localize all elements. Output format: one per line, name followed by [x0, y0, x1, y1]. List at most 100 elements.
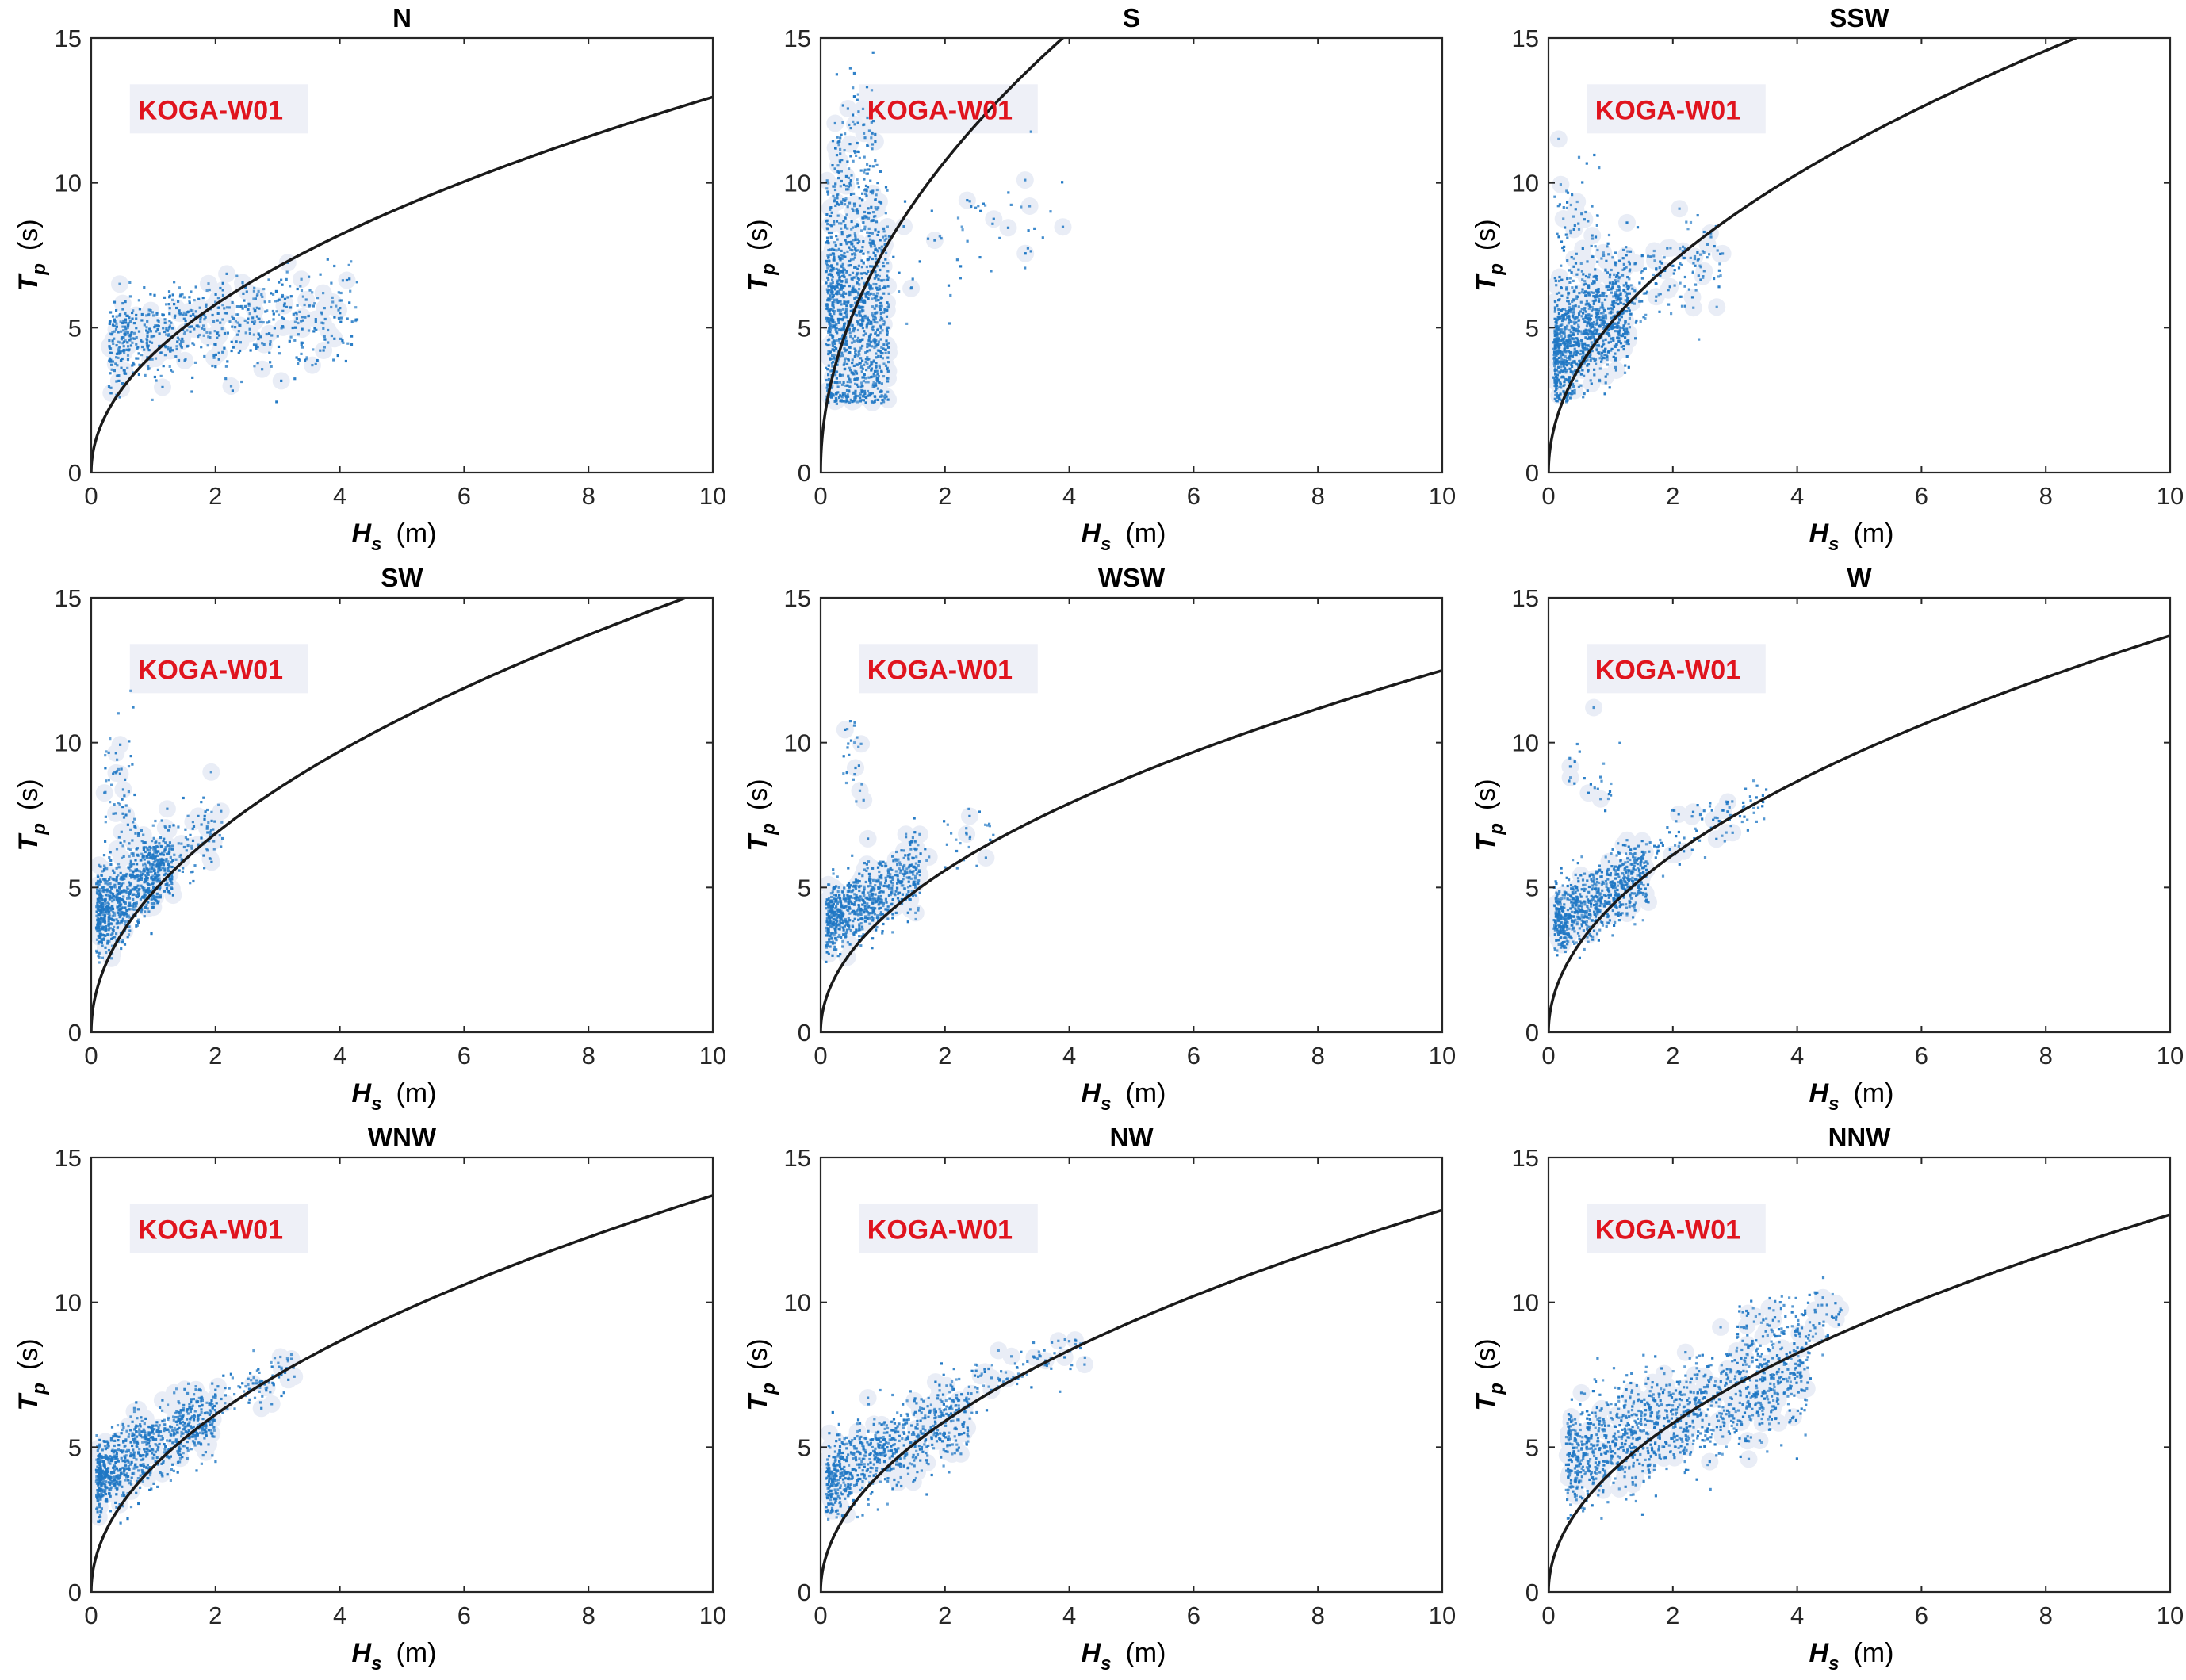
data-point [231, 389, 234, 392]
data-point [1564, 358, 1567, 362]
data-point [1558, 275, 1561, 279]
data-point [164, 346, 167, 349]
data-point [98, 901, 102, 905]
data-point [837, 339, 840, 342]
data-point [871, 147, 874, 151]
data-point [844, 226, 847, 229]
data-point [832, 356, 835, 359]
data-point [863, 225, 867, 228]
data-point [254, 297, 257, 300]
data-point [1571, 354, 1574, 358]
data-point [848, 285, 852, 288]
data-point [155, 892, 159, 895]
data-point [169, 844, 172, 848]
data-point [120, 338, 123, 341]
data-point [136, 863, 139, 866]
data-point [854, 382, 857, 385]
data-point [1568, 358, 1572, 361]
data-point [871, 211, 875, 214]
x-tick-label: 4 [1790, 482, 1804, 510]
data-point [833, 256, 836, 260]
data-point [860, 277, 863, 280]
data-point [868, 256, 871, 259]
data-point [1717, 285, 1721, 289]
data-point [142, 846, 145, 849]
data-point [1567, 334, 1571, 337]
data-point [1607, 307, 1610, 310]
data-point [1573, 316, 1576, 320]
data-point [106, 894, 109, 897]
data-point [874, 343, 877, 346]
data-point [1659, 274, 1662, 277]
data-point [274, 289, 278, 293]
data-point [1626, 288, 1629, 291]
data-point [853, 150, 856, 153]
data-point [1578, 292, 1581, 295]
data-point [1033, 227, 1036, 230]
data-point [1585, 347, 1588, 350]
data-point [1595, 312, 1598, 315]
data-point [289, 285, 292, 288]
data-point [123, 901, 126, 904]
data-point [873, 244, 876, 247]
data-point [1573, 392, 1576, 395]
data-point [1590, 335, 1593, 339]
data-point [856, 394, 859, 398]
data-point [1686, 228, 1690, 231]
data-point [1577, 155, 1581, 159]
data-point [140, 911, 143, 914]
data-point [201, 297, 205, 300]
data-point [151, 824, 155, 827]
data-point [1702, 275, 1705, 278]
data-point [1568, 317, 1571, 320]
data-point [838, 381, 842, 384]
data-point [132, 870, 135, 873]
data-point [872, 372, 875, 376]
data-point [154, 819, 157, 823]
data-point [155, 863, 158, 867]
data-point [149, 309, 152, 312]
data-point [105, 910, 108, 913]
data-point [1588, 317, 1591, 320]
data-point [873, 338, 876, 341]
data-point [1593, 373, 1596, 377]
data-point [876, 288, 879, 291]
data-point [863, 373, 866, 377]
data-point [852, 159, 855, 163]
data-point [859, 312, 862, 315]
data-point [146, 901, 150, 904]
data-point [128, 902, 131, 905]
data-point [863, 282, 866, 285]
data-point [105, 867, 109, 871]
data-point [188, 301, 191, 304]
x-axis-unit: (m) [1853, 519, 1893, 549]
data-point [1568, 315, 1571, 318]
data-point [863, 316, 867, 320]
data-point [1569, 203, 1572, 207]
data-point [212, 848, 216, 851]
data-point [863, 389, 867, 392]
data-point [860, 310, 863, 313]
x-axis-symbol: H [1082, 519, 1102, 549]
data-point [870, 322, 873, 325]
data-point [835, 235, 838, 238]
data-point [1593, 359, 1596, 362]
data-point [1561, 314, 1564, 317]
data-point [886, 189, 889, 192]
data-point [190, 871, 193, 874]
data-point [167, 851, 170, 854]
data-point [835, 249, 838, 252]
data-point [1554, 362, 1557, 365]
data-point [153, 869, 156, 872]
data-point [874, 206, 877, 209]
data-point [297, 321, 300, 325]
data-point [168, 307, 171, 310]
data-point [108, 917, 111, 920]
data-point [845, 397, 848, 400]
data-point [836, 272, 839, 275]
data-point [132, 371, 135, 374]
data-point [224, 365, 228, 368]
data-point [182, 796, 185, 800]
data-point [862, 252, 865, 255]
data-point [151, 335, 155, 338]
